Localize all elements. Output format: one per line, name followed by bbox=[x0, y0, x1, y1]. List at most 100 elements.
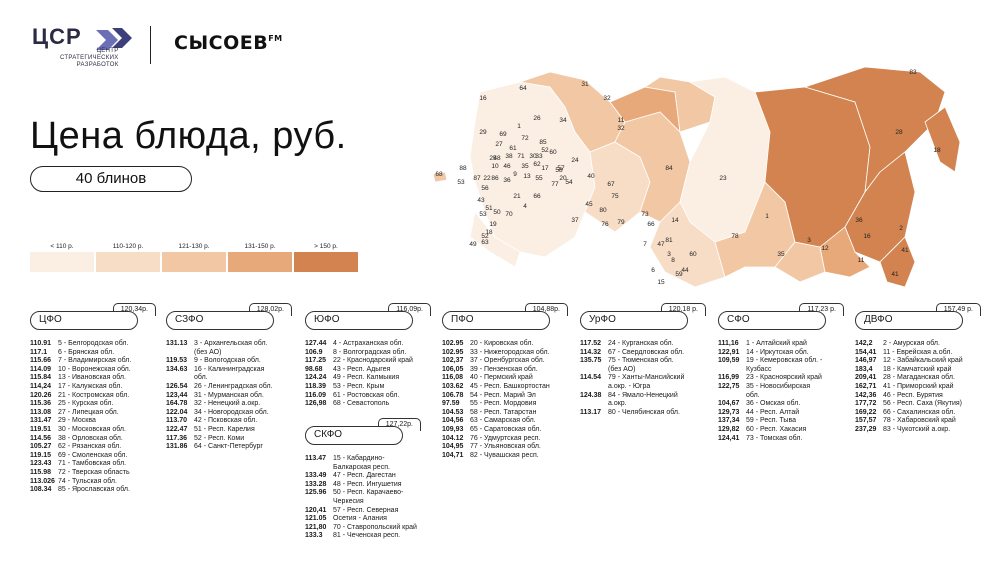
csr-logo: ЦСР ЦЕНТР СТРАТЕГИЧЕСКИХ РАЗРАБОТОК bbox=[30, 24, 140, 70]
map-region-number: 67 bbox=[607, 181, 615, 188]
region-row: обл. bbox=[718, 392, 822, 401]
region-name: 23 - Красноярский край bbox=[746, 374, 822, 382]
region-price: 123,44 bbox=[166, 391, 188, 399]
price-legend: < 110 р. 110-120 р. 121-130 р. 131-150 р… bbox=[30, 242, 392, 272]
legend-label: 131-150 р. bbox=[244, 243, 276, 250]
map-regions bbox=[432, 66, 961, 288]
map-region-number: 43 bbox=[477, 197, 485, 204]
region-row: 183,4 18 - Камчатский край bbox=[855, 366, 963, 375]
region-price: 164.78 bbox=[166, 400, 188, 408]
map-region-kamchatka bbox=[924, 106, 961, 173]
map-region-number: 35 bbox=[521, 163, 529, 170]
region-row: 124,41 73 - Томская обл. bbox=[718, 435, 822, 444]
map-region-number: 72 bbox=[521, 135, 529, 142]
region-name: 74 - Тульская обл. bbox=[58, 477, 117, 485]
region-price: 102,37 bbox=[442, 357, 464, 365]
map-region-number: 30 bbox=[529, 153, 537, 160]
map-region-number: 35 bbox=[777, 251, 785, 258]
district-region-list: 111,16 1 - Алтайский край 122,91 14 - Иркут… bbox=[718, 340, 822, 443]
map-region-number: 4 bbox=[523, 203, 527, 210]
russia-regions-map: 64 31 32 83 16 26 34 32 28 18 29 69 72 85 11 33 52 27 2 58 3… bbox=[425, 62, 985, 302]
region-row: 131.47 29 - Москва bbox=[30, 417, 131, 426]
region-row: 116.09 61 - Ростовская обл. bbox=[305, 392, 413, 401]
region-row: 116,08 40 - Пермский край bbox=[442, 374, 550, 383]
map-region-number: 18 bbox=[933, 147, 941, 154]
legend-item: 110-120 р. bbox=[96, 242, 160, 272]
region-row: 127.44 4 - Астраханская обл. bbox=[305, 340, 413, 349]
region-row: 115.84 13 - Ивановская обл. bbox=[30, 374, 131, 383]
region-price: 129,73 bbox=[718, 408, 740, 416]
region-row: 116,99 23 - Красноярский край bbox=[718, 374, 822, 383]
region-price: 106.9 bbox=[305, 348, 323, 356]
region-name: 44 - Респ. Алтай bbox=[746, 408, 800, 416]
region-price: 117.1 bbox=[30, 348, 48, 356]
region-name: 61 - Ростовская обл. bbox=[333, 391, 400, 399]
region-name: 30 - Московская обл. bbox=[58, 425, 126, 433]
map-region-number: 22 bbox=[483, 175, 491, 182]
map-region-number: 57 bbox=[557, 165, 565, 172]
map-region-number: 86 bbox=[491, 175, 499, 182]
region-row: 113.70 42 - Псковская обл. bbox=[166, 417, 273, 426]
region-name: Кузбасс bbox=[746, 365, 772, 373]
region-row: 102.95 33 - Нижегородская обл. bbox=[442, 349, 550, 358]
region-name: 65 - Саратовская обл. bbox=[470, 425, 542, 433]
region-row: 117.52 24 - Курганская обл. bbox=[580, 340, 684, 349]
map-region-number: 52 bbox=[481, 233, 489, 240]
region-row: 121.05 Осетия - Алания bbox=[305, 515, 417, 524]
map-region-number: 3 bbox=[807, 237, 811, 244]
region-row: 126.54 26 - Ленинградская обл. bbox=[166, 383, 273, 392]
region-name: 35 - Новосибирская bbox=[746, 382, 811, 390]
region-name: обл. bbox=[746, 391, 760, 399]
region-name: 48 - Респ. Ингушетия bbox=[333, 480, 402, 488]
region-name: 43 - Респ. Адыгея bbox=[333, 365, 391, 373]
district-region-list: 117.52 24 - Курганская обл. 114.32 67 - Све… bbox=[580, 340, 684, 417]
region-price: 157,57 bbox=[855, 417, 877, 425]
map-region-number: 87 bbox=[473, 175, 481, 182]
region-row: 119.53 9 - Вологодская обл. bbox=[166, 357, 273, 366]
region-price: 124,41 bbox=[718, 434, 740, 442]
region-price: 154,41 bbox=[855, 348, 877, 356]
region-name: 78 - Хабаровский край bbox=[883, 417, 956, 425]
map-region-number: 17 bbox=[541, 165, 549, 172]
region-row: 117.1 6 - Брянская обл. bbox=[30, 349, 131, 358]
region-price: 116.09 bbox=[305, 391, 327, 399]
region-name: 68 - Севастополь bbox=[333, 400, 390, 408]
map-region-number: 28 bbox=[895, 129, 903, 136]
region-name: 72 - Тверская область bbox=[58, 468, 130, 476]
region-name: 15 - Кабардино- bbox=[333, 455, 385, 462]
region-price: 104,67 bbox=[718, 400, 740, 408]
district-region-list: 131.13 3 - Архангельская обл. (без АО) 119.… bbox=[166, 340, 273, 452]
dish-subtitle: 40 блинов bbox=[30, 166, 192, 192]
region-name: 41 - Приморский край bbox=[883, 382, 954, 390]
region-price: 142,36 bbox=[855, 391, 877, 399]
logo-divider bbox=[150, 26, 151, 64]
region-price: 119.53 bbox=[166, 357, 188, 365]
region-price: 114.54 bbox=[580, 374, 602, 382]
region-name: 14 - Иркутская обл. bbox=[746, 348, 809, 356]
region-name: обл. bbox=[194, 374, 208, 382]
region-name: 49 - Респ. Калмыкия bbox=[333, 374, 400, 382]
region-name: 32 - Ненецкий а.окр. bbox=[194, 400, 261, 408]
region-price: 102.95 bbox=[442, 348, 464, 356]
region-row: 126,98 68 - Севастополь bbox=[305, 400, 413, 409]
region-price: 119.15 bbox=[30, 451, 52, 459]
region-row: (без АО) bbox=[166, 349, 273, 358]
district-region-list: 102.95 20 - Кировская обл. 102.95 33 - Ниже… bbox=[442, 340, 550, 460]
map-region-number: 80 bbox=[599, 207, 607, 214]
region-row: 115.98 72 - Тверская область bbox=[30, 469, 131, 478]
region-price bbox=[305, 464, 333, 473]
region-row: 97.59 55 - Респ. Мордовия bbox=[442, 400, 550, 409]
map-region-number: 1 bbox=[765, 213, 769, 220]
map-region-number: 49 bbox=[469, 241, 477, 248]
map-region-number: 1 bbox=[517, 123, 521, 130]
legend-label: 121-130 р. bbox=[178, 243, 210, 250]
region-row: 102,37 37 - Оренбургская обл. bbox=[442, 357, 550, 366]
region-row: 134.63 16 - Калининградская bbox=[166, 366, 273, 375]
map-region-number: 9 bbox=[513, 171, 517, 178]
map-region-number: 31 bbox=[581, 81, 589, 88]
region-price: 142,2 bbox=[855, 340, 873, 347]
region-name: 71 - Тамбовская обл. bbox=[58, 460, 127, 468]
region-price: 133.3 bbox=[305, 532, 323, 540]
region-row: 129,82 60 - Респ. Хакасия bbox=[718, 426, 822, 435]
region-price: 104,95 bbox=[442, 443, 464, 451]
